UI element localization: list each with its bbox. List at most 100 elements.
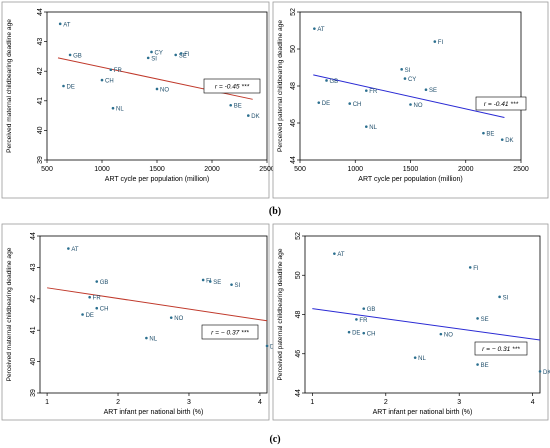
chart-1-y-tick-label: 42 xyxy=(37,67,44,75)
chart-1-point-label-nl: NL xyxy=(116,107,124,113)
chart-1-annotation: r = -0.45 *** xyxy=(215,83,250,90)
chart-4-y-tick-label: 50 xyxy=(295,271,302,279)
chart-4-point-at xyxy=(333,252,336,255)
chart-4-annotation-box xyxy=(474,341,528,356)
chart-1-point-be xyxy=(229,103,232,107)
chart-2-point-de xyxy=(317,101,321,104)
chart-4-point-se xyxy=(476,317,479,320)
chart-2-point-nl xyxy=(365,125,368,128)
chart-3-annotation-box xyxy=(201,324,259,340)
chart-1-y-tick-label: 39 xyxy=(37,156,44,164)
chart-2-x-tick-label: 2500 xyxy=(513,166,529,173)
chart-4-point-fi xyxy=(468,266,472,269)
chart-3-point-label-ch: CH xyxy=(100,307,109,313)
chart-4-point-label-fr: FR xyxy=(359,318,368,324)
chart-3-y-tick-label: 42 xyxy=(30,295,37,303)
chart-4-annotation: r = − 0.31 *** xyxy=(482,346,520,353)
chart-2-point-gb xyxy=(325,79,328,82)
chart-3-point-no xyxy=(169,316,173,319)
chart-2-annotation-box xyxy=(475,96,527,111)
chart-3-x-tick-label: 4 xyxy=(258,399,262,406)
chart-3: 1 2 3 4 39 40 41 42 43 44 ART infant per national … xyxy=(1,223,278,421)
chart-2-point-si xyxy=(400,68,403,71)
chart-1-point-label-fr: FR xyxy=(114,68,123,74)
chart-2-y-tick-label: 46 xyxy=(290,119,297,127)
chart-2-point-label-fr: FR xyxy=(369,89,378,95)
chart-3-fit-line xyxy=(47,287,268,322)
chart-1-point-label-gb: GB xyxy=(73,53,82,59)
chart-2-y-tick-label: 52 xyxy=(290,8,297,16)
chart-2-point-label-se: SE xyxy=(429,88,437,94)
chart-2-point-dk xyxy=(500,138,504,141)
chart-2-point-cy xyxy=(403,77,407,80)
chart-3-plot-area xyxy=(39,235,268,394)
chart-2-x-tick-label: 1000 xyxy=(347,166,363,173)
chart-2-point-fi xyxy=(433,40,437,43)
chart-3-point-nl xyxy=(145,336,148,340)
chart-2-point-label-nl: NL xyxy=(369,125,377,131)
chart-2-point-label-at: AT xyxy=(317,27,325,33)
chart-1-point-label-fi: FI xyxy=(184,52,190,58)
chart-3-point-label-si: SI xyxy=(235,283,241,289)
chart-1-point-label-si: SI xyxy=(151,56,157,62)
chart-1-point-label-no: NO xyxy=(160,87,169,93)
chart-1-x-tick-label: 500 xyxy=(41,166,53,173)
chart-3-x-tick-label: 3 xyxy=(187,399,191,406)
chart-2-point-label-si: SI xyxy=(405,68,411,74)
chart-1-point-nl xyxy=(111,106,115,110)
chart-1-y-tick-label: 44 xyxy=(37,8,44,16)
chart-2-point-se xyxy=(424,88,428,91)
chart-3-point-ch xyxy=(95,306,99,310)
chart-1-x-tick-label: 1500 xyxy=(149,166,165,173)
chart-4-fit-line xyxy=(312,308,541,341)
chart-2-x-tick-label: 500 xyxy=(294,166,306,173)
chart-3-y-tick-label: 40 xyxy=(30,358,37,366)
chart-4-point-fr xyxy=(355,318,358,321)
chart-3-point-si xyxy=(230,283,233,286)
chart-4-point-label-nl: NL xyxy=(418,356,426,362)
chart-2-y-tick-label: 44 xyxy=(290,156,297,164)
chart-2: 500 1000 1500 2000 2500 44 46 48 50 52 ART cycle p… xyxy=(272,1,549,199)
chart-3-x-tick-label: 1 xyxy=(45,399,49,406)
chart-1-point-de xyxy=(62,84,65,88)
chart-4-point-label-ch: CH xyxy=(367,332,376,338)
chart-1-point-label-de: DE xyxy=(67,85,75,91)
chart-1-y-tick-label: 43 xyxy=(37,38,44,46)
chart-1-point-se xyxy=(174,53,177,57)
chart-1-point-dk xyxy=(247,114,250,117)
chart-3-point-de xyxy=(81,313,84,316)
chart-3-point-label-se: SE xyxy=(213,280,221,286)
chart-4-y-tick-label: 46 xyxy=(295,350,302,358)
chart-3-point-label-de: DE xyxy=(86,313,94,319)
chart-2-y-tick-label: 48 xyxy=(290,82,297,90)
chart-3-point-fr xyxy=(88,295,91,299)
chart-2-x-axis-label: ART cycle per population (million) xyxy=(358,176,462,183)
chart-1-point-fr xyxy=(109,68,113,72)
chart-1-point-label-be: BE xyxy=(234,104,242,110)
chart-4-point-be xyxy=(476,363,479,366)
chart-3-y-tick-label: 43 xyxy=(30,263,37,271)
chart-3-y-tick-label: 39 xyxy=(30,389,37,397)
chart-4-plot-area xyxy=(304,235,541,394)
chart-4-point-label-se: SE xyxy=(481,317,489,323)
chart-2-y-tick-label: 50 xyxy=(290,45,297,53)
chart-4-point-label-si: SI xyxy=(503,295,509,301)
chart-2-plot-area xyxy=(299,11,522,161)
chart-4-point-label-fi: FI xyxy=(473,266,479,272)
chart-1-point-at xyxy=(58,22,62,26)
chart-1: 500 1000 1500 2000 2500 39 40 41 42 43 44 ART cycle… xyxy=(1,1,275,199)
chart-4-y-tick-label: 44 xyxy=(295,389,302,397)
chart-4-y-axis-label: Perceived paternal childbearing deadline… xyxy=(277,248,284,380)
panel-label-c: (c) xyxy=(269,434,280,445)
chart-4-x-tick-label: 4 xyxy=(531,399,535,406)
chart-3-point-label-gb: GB xyxy=(100,280,109,286)
chart-1-x-tick-label: 1000 xyxy=(94,166,110,173)
chart-2-annotation: r = -0.41 *** xyxy=(484,101,519,108)
chart-1-y-axis-label: Perceived maternal childbearing deadline… xyxy=(6,19,13,153)
chart-4-x-axis-label: ART infant per national birth (%) xyxy=(373,409,473,416)
chart-2-point-label-gb: GB xyxy=(330,79,339,85)
chart-4-point-de xyxy=(347,330,351,334)
chart-1-point-label-ch: CH xyxy=(105,79,114,85)
chart-1-y-tick-label: 41 xyxy=(37,97,44,105)
